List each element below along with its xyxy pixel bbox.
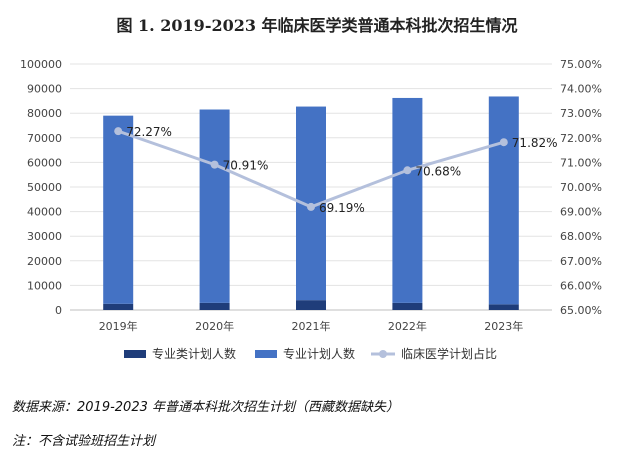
- right-tick-label: 72.00%: [560, 132, 602, 145]
- bar: [103, 303, 134, 310]
- legend-marker: [379, 350, 387, 358]
- category-label: 2023年: [484, 319, 523, 333]
- category-label: 2021年: [292, 319, 331, 333]
- ratio-data-label: 69.19%: [319, 201, 365, 215]
- footnote: 注：不含试验班招生计划: [12, 434, 156, 449]
- right-tick-label: 68.00%: [560, 230, 602, 243]
- ratio-point: [307, 202, 315, 211]
- left-tick-label: 10000: [27, 279, 62, 292]
- bar: [103, 115, 134, 304]
- right-tick-label: 71.00%: [560, 156, 602, 169]
- left-tick-label: 50000: [27, 181, 62, 194]
- left-tick-label: 70000: [27, 132, 62, 145]
- category-label: 2019年: [99, 319, 138, 333]
- right-tick-label: 65.00%: [560, 304, 602, 317]
- bar: [199, 109, 230, 303]
- category-label: 2022年: [388, 319, 427, 333]
- ratio-data-label: 72.27%: [126, 125, 172, 139]
- left-axis-ticks: 0 10000 20000 30000 40000 50000 60000 70000 8000…: [20, 58, 62, 317]
- chart-frame: 图 1. 2019-2023 年临床医学类普通本科批次招生情况 0 10000 20…: [20, 16, 602, 361]
- left-tick-label: 40000: [27, 206, 62, 219]
- ratio-data-label: 70.91%: [223, 159, 269, 173]
- left-tick-label: 20000: [27, 255, 62, 268]
- right-axis-ticks: 65.00% 66.00% 67.00% 68.00% 69.00% 70.00% 71.0…: [560, 58, 602, 317]
- left-tick-label: 30000: [27, 230, 62, 243]
- legend-swatch: [255, 350, 277, 358]
- ratio-point: [210, 160, 219, 169]
- bar: [488, 304, 519, 310]
- ratio-data-label: 71.82%: [512, 136, 558, 150]
- legend: 专业类计划人数 专业计划人数 临床医学计划占比: [124, 346, 497, 361]
- right-tick-label: 75.00%: [560, 58, 602, 71]
- source-note: 数据来源：2019-2023 年普通本科批次招生计划（西藏数据缺失）: [12, 400, 399, 415]
- bar: [392, 97, 423, 303]
- ratio-data-label: 70.68%: [415, 164, 461, 178]
- legend-label: 专业类计划人数: [152, 346, 236, 361]
- left-tick-label: 60000: [27, 156, 62, 169]
- bar: [488, 96, 519, 305]
- ratio-point: [403, 166, 412, 175]
- legend-label: 专业计划人数: [283, 346, 355, 361]
- right-tick-label: 70.00%: [560, 181, 602, 194]
- bar: [296, 300, 326, 310]
- bar-layer: [103, 96, 519, 310]
- chart-svg: 0 10000 20000 30000 40000 50000 60000 70000 8000…: [20, 58, 602, 361]
- bar: [199, 302, 230, 310]
- chart-title: 图 1. 2019-2023 年临床医学类普通本科批次招生情况: [116, 16, 518, 35]
- ratio-point: [499, 138, 508, 147]
- right-tick-label: 69.00%: [560, 206, 602, 219]
- right-tick-label: 67.00%: [560, 255, 602, 268]
- right-tick-label: 66.00%: [560, 279, 602, 292]
- left-tick-label: 90000: [27, 83, 62, 96]
- legend-label: 临床医学计划占比: [401, 346, 497, 361]
- ratio-point: [114, 127, 123, 136]
- left-tick-label: 100000: [20, 58, 62, 71]
- left-tick-label: 80000: [27, 107, 62, 120]
- right-tick-label: 73.00%: [560, 107, 602, 120]
- left-tick-label: 0: [55, 304, 62, 317]
- category-label: 2020年: [195, 319, 234, 333]
- category-labels: 2019年 2020年 2021年 2022年 2023年: [99, 319, 524, 333]
- line-layer: 72.27% 70.91% 69.19% 70.68% 71.82%: [114, 125, 558, 215]
- bar: [392, 302, 423, 310]
- legend-swatch: [124, 350, 146, 358]
- right-tick-label: 74.00%: [560, 83, 602, 96]
